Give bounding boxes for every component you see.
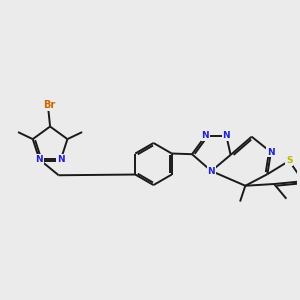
Text: N: N <box>202 131 209 140</box>
Text: N: N <box>208 167 215 176</box>
Text: N: N <box>267 148 275 157</box>
Text: Br: Br <box>43 100 55 110</box>
Text: S: S <box>286 156 292 165</box>
Text: N: N <box>57 155 64 164</box>
Text: N: N <box>223 131 230 140</box>
Text: N: N <box>36 155 43 164</box>
